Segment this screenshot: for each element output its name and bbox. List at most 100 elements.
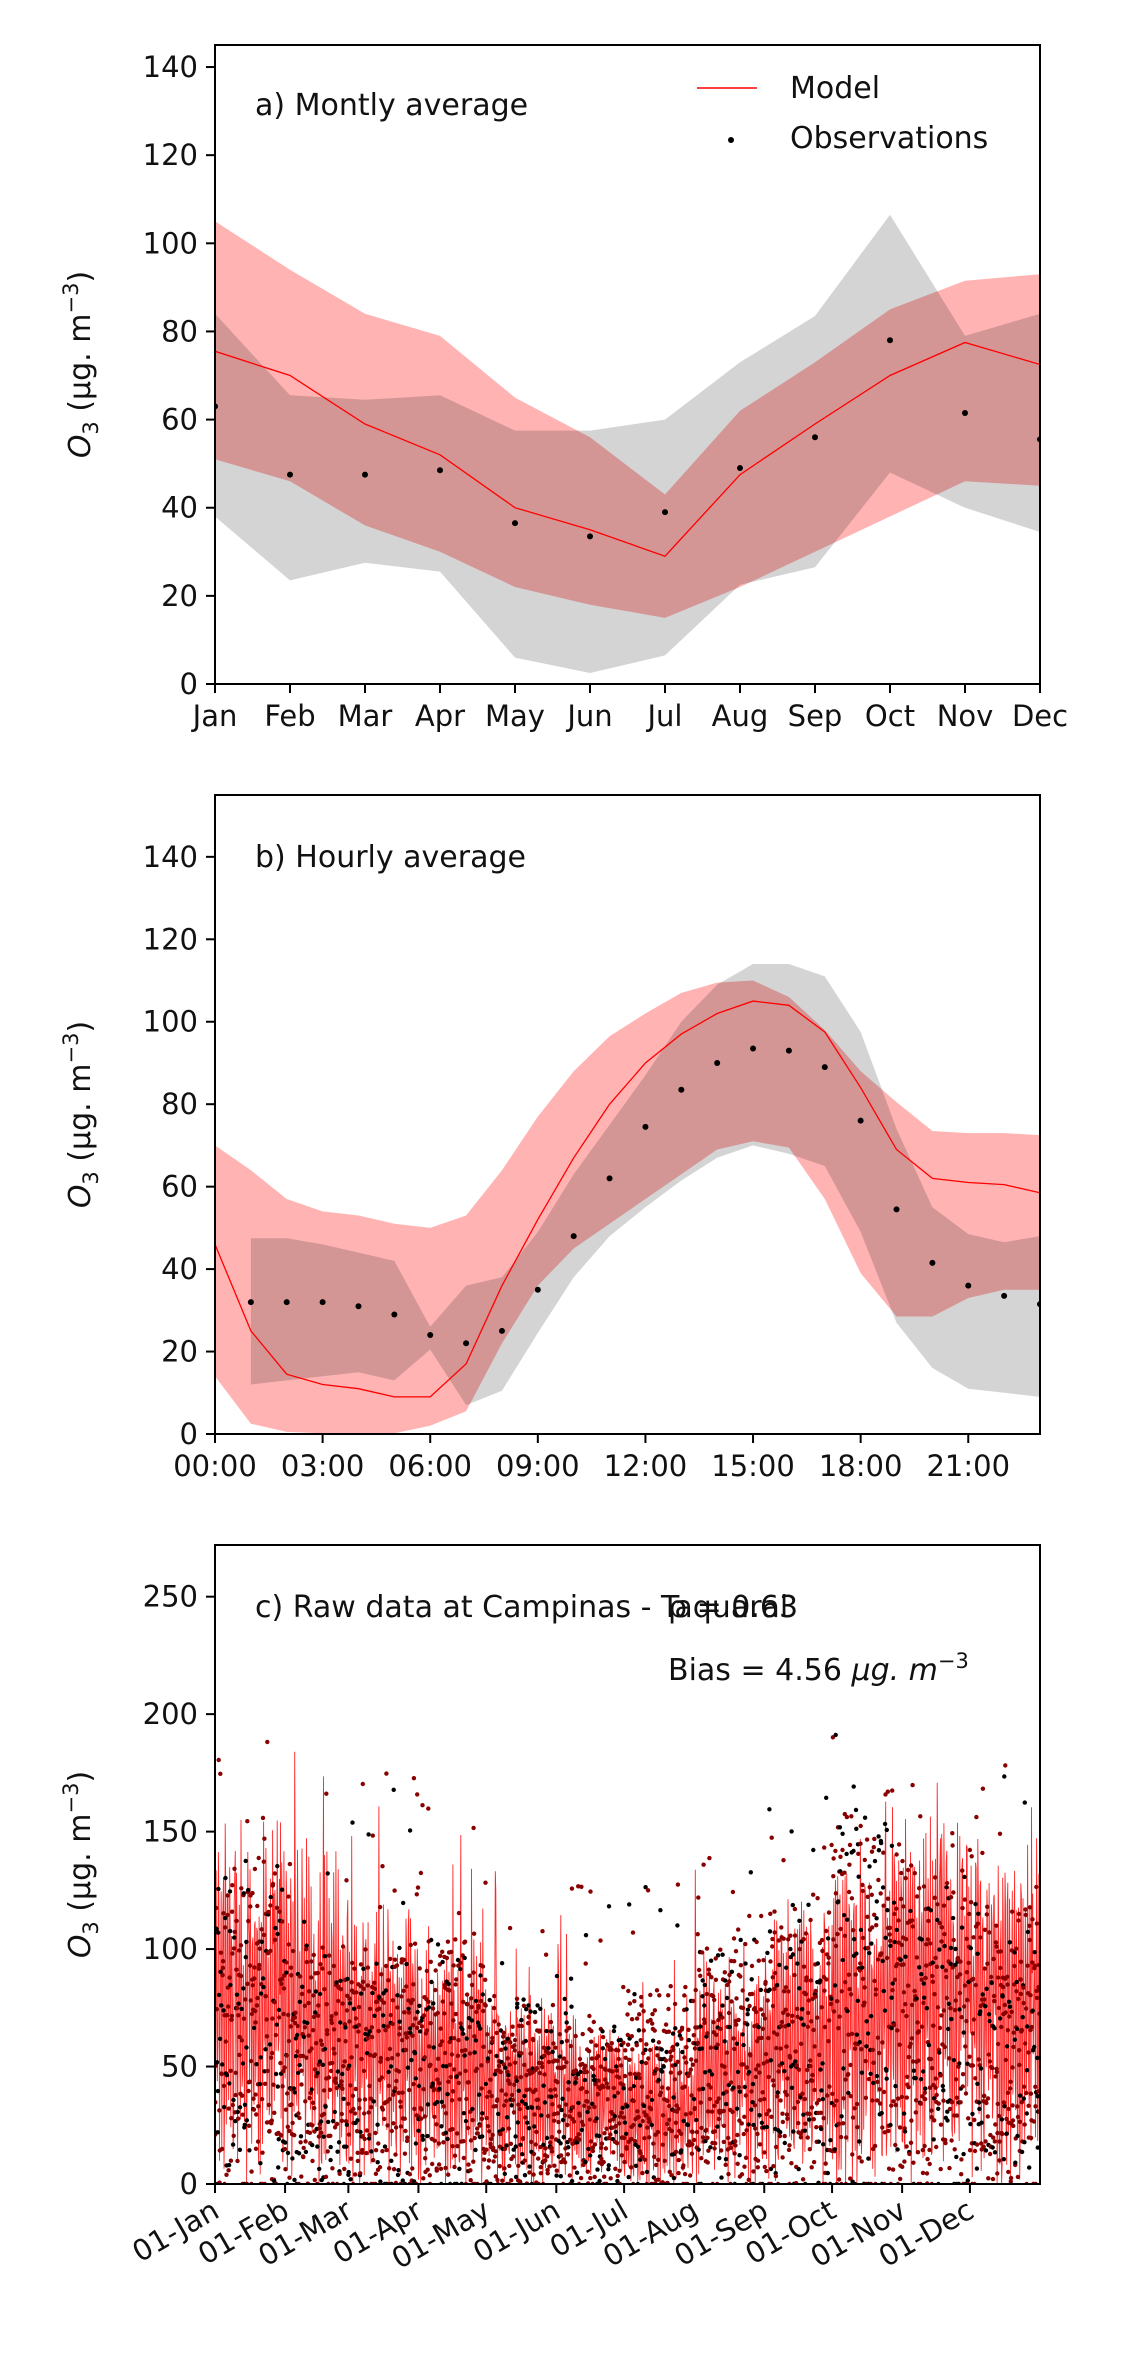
observation-point xyxy=(648,1992,653,1998)
observation-point xyxy=(942,1931,947,1937)
ylabel-sub: 3 xyxy=(79,1171,103,1184)
observation-point xyxy=(968,1900,974,1905)
observation-point xyxy=(521,1997,526,2002)
observation-point xyxy=(226,2168,231,2173)
observation-point xyxy=(492,2072,498,2077)
observation-point xyxy=(293,2036,299,2041)
observation-point xyxy=(745,2007,751,2012)
observation-point xyxy=(885,1896,891,1901)
observation-point xyxy=(650,2011,655,2017)
observation-point xyxy=(955,1974,960,1980)
observation-point xyxy=(933,1955,938,1961)
ylabel-unit: (μg. m xyxy=(63,1064,98,1172)
observation-point xyxy=(655,2053,660,2058)
observation-point xyxy=(824,1795,829,1801)
observation-point xyxy=(410,1997,415,2003)
observation-point xyxy=(561,2134,566,2140)
observation-point xyxy=(490,2035,495,2041)
observation-point xyxy=(863,2095,869,2100)
observation-point xyxy=(317,2126,322,2131)
observation-point xyxy=(270,1881,276,1887)
observation-point xyxy=(428,2062,433,2067)
observation-point xyxy=(488,2077,493,2082)
observation-point xyxy=(238,1943,244,1948)
observation-point xyxy=(1029,2024,1034,2030)
observation-point xyxy=(593,2082,598,2087)
observation-point xyxy=(471,1931,477,1936)
observation-point xyxy=(434,2122,439,2127)
observation-point xyxy=(856,1851,861,1857)
observation-point xyxy=(990,2145,995,2150)
observation-point xyxy=(303,1947,309,1952)
observation-point xyxy=(527,2087,533,2092)
observation-point xyxy=(943,2140,948,2146)
observation-point xyxy=(969,1854,974,1859)
observation-point xyxy=(837,1825,843,1830)
observation-point xyxy=(876,1848,882,1853)
observation-point xyxy=(532,2112,537,2117)
observation-point xyxy=(829,1842,834,1848)
observation-point xyxy=(791,2062,796,2067)
observation-point xyxy=(319,2042,325,2047)
observation-point xyxy=(313,2010,318,2015)
observation-point xyxy=(455,2144,460,2149)
observation-point xyxy=(612,2114,617,2119)
observation-point xyxy=(882,2130,887,2135)
observation-point xyxy=(234,1918,239,1924)
observation-point xyxy=(1002,2104,1007,2109)
observation-point xyxy=(578,2175,584,2181)
panel-c-label: c) Raw data at Campinas - Taquaral xyxy=(255,1590,788,1625)
observation-point xyxy=(668,1984,673,1989)
observation-point xyxy=(758,2007,764,2012)
observation-point xyxy=(228,1982,233,1988)
observation-point xyxy=(434,2099,440,2105)
observation-point xyxy=(813,1994,818,1999)
observation-point xyxy=(216,1886,221,1892)
observation-point xyxy=(658,1908,663,1913)
observation-point xyxy=(984,1912,989,1917)
observation-point xyxy=(509,2103,514,2108)
observation-point xyxy=(753,2126,758,2131)
observation-point xyxy=(492,1993,497,1999)
observation-point xyxy=(695,2025,700,2030)
observation-point xyxy=(798,2135,804,2140)
observation-point xyxy=(942,1943,947,1949)
observation-point xyxy=(589,2039,594,2044)
observation-point xyxy=(736,1927,741,1932)
observation-point xyxy=(456,1910,462,1916)
observation-point xyxy=(643,1885,648,1890)
observation-point xyxy=(325,2031,330,2037)
observation-point xyxy=(853,1807,859,1813)
observation-point xyxy=(904,2095,909,2100)
observation-point xyxy=(424,1968,430,1974)
observation-point xyxy=(222,2104,227,2110)
observation-point xyxy=(436,2162,442,2167)
observation-point xyxy=(754,1939,759,1945)
observation-point xyxy=(921,1981,926,1986)
observation-point xyxy=(898,2176,903,2182)
observation-point xyxy=(895,1961,900,1967)
observation-point xyxy=(414,1892,419,1897)
observation-point xyxy=(505,2056,510,2061)
observation-point xyxy=(276,2137,281,2142)
observation-point xyxy=(722,1970,727,1975)
observation-point xyxy=(886,2128,891,2134)
observation-point xyxy=(1000,1984,1006,1990)
observation-point xyxy=(926,1918,931,1924)
observation-point xyxy=(393,2152,398,2157)
observation-point xyxy=(357,2106,362,2111)
y-axis-label: O3 (μg. m−3) xyxy=(59,1771,103,1958)
observation-point xyxy=(218,1969,223,1975)
observation-point xyxy=(669,2054,674,2059)
observation-point xyxy=(979,2120,984,2125)
observation-point xyxy=(900,1858,905,1864)
observation-point xyxy=(594,2116,599,2121)
observation-point xyxy=(866,2156,871,2161)
observation-point xyxy=(268,1894,273,1900)
observation-point xyxy=(573,2033,578,2039)
observation-point xyxy=(373,2130,378,2136)
observation-point xyxy=(912,1988,917,1994)
observation-point xyxy=(666,2029,672,2034)
observation-point xyxy=(446,1981,451,1987)
